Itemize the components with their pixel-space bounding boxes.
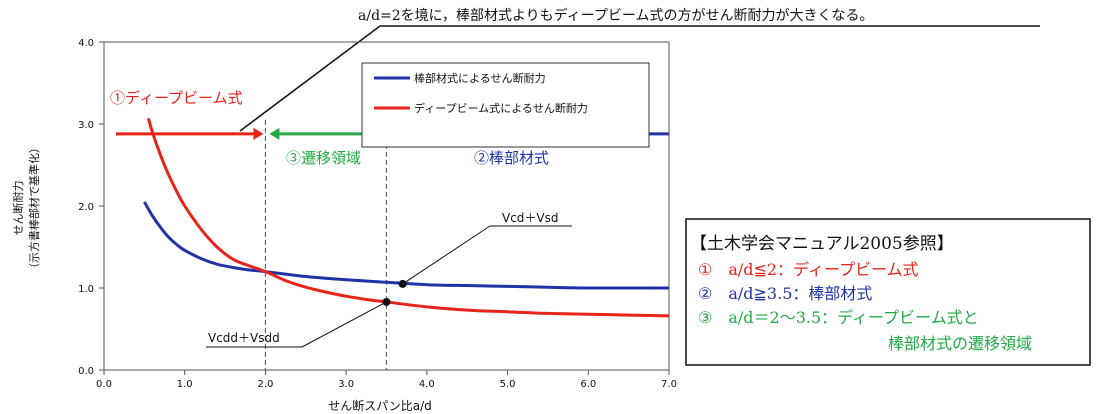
region-label-deep-beam: ①ディープビーム式 (110, 89, 243, 107)
callout-label-vcdd-vsdd: Vcdd＋Vsdd (208, 331, 280, 345)
y-tick-label: 1.0 (78, 284, 94, 295)
callout-label-vcd-vsd: Vcd＋Vsd (502, 211, 559, 225)
y-tick-label: 2.0 (78, 202, 94, 213)
region-boundaries (264, 119, 388, 370)
x-axis-label: せん断スパン比a/d (328, 398, 432, 413)
series-member-line (143, 201, 669, 290)
y-tick-label: 3.0 (78, 120, 94, 131)
x-tick-label: 1.0 (177, 379, 193, 390)
reference-box-title: 【土木学会マニュアル2005参照】 (690, 234, 954, 254)
title-leader-line (239, 25, 381, 132)
callout-leader-vcdd-vsdd (301, 301, 387, 348)
reference-line-transition: ③ a/d＝2～3.5：ディープビーム式と (698, 308, 979, 327)
reference-box: 【土木学会マニュアル2005参照】 ① a/d≦2：ディープビーム式 ② a/d… (685, 218, 1091, 366)
x-tick-label: 6.0 (580, 379, 596, 390)
x-tick-label: 0.0 (96, 379, 112, 390)
y-axis-label: せん断耐力 (11, 181, 25, 236)
x-tick-label: 7.0 (661, 379, 677, 390)
region-label-member: ②棒部材式 (474, 149, 549, 167)
point-vcd-vsd (398, 279, 407, 288)
reference-box-frame (685, 218, 1091, 366)
x-tick-label: 2.0 (257, 379, 273, 390)
y-axis: 0.0 1.0 2.0 3.0 4.0 (78, 38, 104, 377)
series-deep-beam-line (146, 117, 670, 318)
legend: 棒部材式によるせん断耐力 ディープビーム式によるせん断耐力 (361, 62, 650, 148)
point-vcdd-vsdd (382, 297, 391, 306)
region-arrowhead-transition-left (269, 127, 280, 140)
x-tick-label: 5.0 (500, 379, 516, 390)
callout-leader-vcd-vsd (402, 225, 491, 285)
series-lines (143, 117, 670, 318)
reference-line-member: ② a/d≧3.5：棒部材式 (698, 284, 872, 303)
y-tick-label: 0.0 (78, 366, 94, 377)
chart-title: a/d=2を境に，棒部材式よりもディープビーム式の方がせん断耐力が大きくなる。 (358, 7, 873, 24)
x-tick-label: 3.0 (338, 379, 354, 390)
x-axis: 0.0 1.0 2.0 3.0 4.0 5.0 6.0 7.0 (96, 370, 677, 390)
legend-label-deep-beam: ディープビーム式によるせん断耐力 (414, 101, 588, 115)
region-label-transition: ③遷移領域 (286, 149, 361, 167)
legend-label-member: 棒部材式によるせん断耐力 (414, 71, 546, 85)
callout-points (301, 225, 491, 348)
region-arrowhead-deep-beam (253, 127, 264, 140)
x-tick-label: 4.0 (419, 379, 435, 390)
reference-line-deep-beam: ① a/d≦2：ディープビーム式 (698, 260, 919, 279)
y-tick-label: 4.0 (78, 38, 94, 49)
reference-line-transition-cont: 棒部材式の遷移領域 (888, 334, 1032, 353)
y-axis-sublabel: （示方書棒部材で基準化） (27, 142, 41, 274)
